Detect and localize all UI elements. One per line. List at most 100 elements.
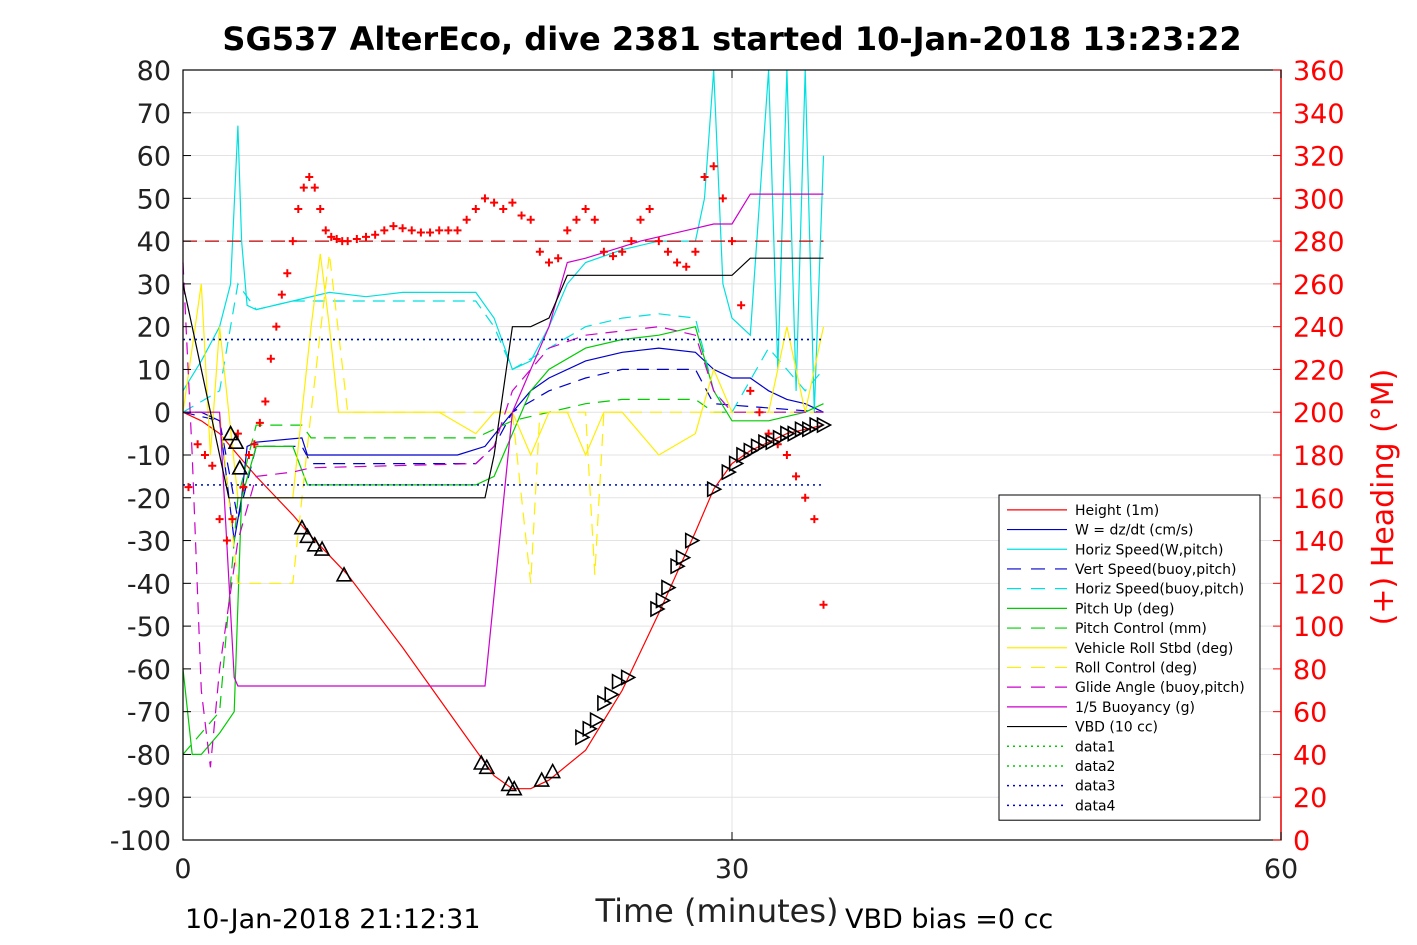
heading-point-16 bbox=[283, 269, 292, 278]
heading-point-32 bbox=[389, 222, 398, 231]
heading-point-43 bbox=[490, 198, 499, 207]
y2-axis-ticks: 3603403203002802602402202001801601401201… bbox=[1273, 56, 1345, 857]
heading-point-53 bbox=[581, 205, 590, 214]
heading-point-69 bbox=[728, 237, 736, 246]
heading-point-60 bbox=[645, 205, 654, 214]
y-tick-label-15: -70 bbox=[127, 698, 171, 729]
heading-point-57 bbox=[618, 247, 627, 256]
x-axis-ticks: 0 30 60 bbox=[174, 70, 1298, 885]
heading-point-71 bbox=[746, 386, 755, 395]
climb-marker-26 bbox=[809, 416, 825, 434]
heading-point-4 bbox=[215, 515, 224, 524]
climb-marker-10 bbox=[670, 557, 686, 575]
climb-marker-5 bbox=[611, 673, 628, 691]
heading-point-76 bbox=[792, 472, 801, 481]
y-tick-label-1: 70 bbox=[137, 99, 171, 130]
heading-point-8 bbox=[239, 483, 248, 492]
heading-point-59 bbox=[636, 215, 645, 224]
legend: Height (1m) W = dz/dt (cm/s) Horiz Speed(W… bbox=[998, 494, 1261, 821]
y2-tick-label-8: 200 bbox=[1293, 398, 1345, 429]
y2-tick-label-16: 40 bbox=[1293, 740, 1327, 771]
heading-point-0 bbox=[184, 483, 193, 492]
legend-label-2: Horiz Speed(W,pitch) bbox=[1075, 542, 1223, 558]
series-line-4 bbox=[182, 282, 824, 414]
heading-point-20 bbox=[305, 172, 314, 181]
heading-point-22 bbox=[316, 205, 325, 214]
y-tick-label-17: -90 bbox=[127, 783, 171, 814]
heading-point-12 bbox=[261, 397, 270, 406]
footer-vbd-bias: VBD bias =0 cc bbox=[845, 904, 1053, 935]
heading-point-1 bbox=[193, 440, 202, 449]
dive-marker-12 bbox=[533, 771, 551, 787]
dive-marker-2 bbox=[231, 459, 249, 475]
heading-point-48 bbox=[535, 247, 544, 256]
heading-point-40 bbox=[462, 215, 471, 224]
heading-point-19 bbox=[299, 183, 308, 192]
climb-marker-17 bbox=[743, 442, 759, 460]
legend-label-8: Roll Control (deg) bbox=[1075, 660, 1197, 676]
y-tick-label-11: -30 bbox=[127, 527, 171, 558]
series-line-3 bbox=[182, 368, 824, 520]
heading-point-10 bbox=[250, 440, 259, 449]
climb-marker-1 bbox=[582, 720, 598, 738]
y2-tick-label-7: 220 bbox=[1293, 355, 1345, 386]
heading-point-18 bbox=[294, 205, 303, 214]
heading-point-9 bbox=[244, 451, 253, 459]
heading-point-36 bbox=[426, 228, 435, 237]
heading-point-11 bbox=[255, 418, 264, 427]
climb-marker-6 bbox=[620, 669, 637, 686]
heading-point-13 bbox=[266, 354, 275, 363]
climb-marker-18 bbox=[750, 438, 767, 455]
dive-marker-1 bbox=[227, 433, 245, 449]
climb-marker-14 bbox=[721, 463, 738, 481]
legend-label-11: VBD (10 cc) bbox=[1075, 720, 1158, 736]
climb-marker-2 bbox=[589, 711, 606, 729]
y-axis-ticks: 80 70 60 50 40 30 20 10 0 -10 -20 -30 -40 -50 -60 -70 -8… bbox=[110, 56, 191, 857]
heading-point-23 bbox=[321, 226, 330, 235]
heading-point-58 bbox=[627, 237, 636, 246]
heading-point-46 bbox=[517, 211, 526, 220]
climb-marker-4 bbox=[604, 686, 620, 703]
heading-point-33 bbox=[398, 224, 407, 233]
y-tick-label-6: 20 bbox=[137, 313, 171, 344]
heading-point-31 bbox=[380, 226, 389, 235]
heading-point-27 bbox=[343, 237, 352, 246]
legend-label-4: Horiz Speed(buoy,pitch) bbox=[1075, 582, 1244, 598]
heading-point-70 bbox=[737, 301, 746, 310]
y2-tick-label-11: 140 bbox=[1293, 527, 1345, 558]
y-tick-label-10: -20 bbox=[127, 484, 171, 515]
heading-point-49 bbox=[545, 258, 553, 267]
y-tick-label-4: 40 bbox=[137, 227, 171, 258]
heading-point-64 bbox=[682, 262, 691, 271]
y2-tick-label-2: 320 bbox=[1293, 142, 1345, 173]
dive-marker-6 bbox=[313, 540, 331, 556]
x-axis-label: Time (minutes) bbox=[595, 892, 839, 930]
heading-point-2 bbox=[200, 451, 209, 459]
series-line-5 bbox=[182, 325, 824, 756]
y2-tick-label-4: 280 bbox=[1293, 227, 1345, 258]
x-tick-label-0: 0 bbox=[174, 854, 191, 885]
heading-point-55 bbox=[599, 247, 608, 256]
dive-marker-0 bbox=[222, 424, 239, 441]
heading-point-21 bbox=[310, 183, 319, 192]
y-tick-label-14: -60 bbox=[127, 655, 171, 686]
heading-point-78 bbox=[810, 515, 819, 524]
dive-marker-4 bbox=[299, 527, 316, 544]
heading-point-39 bbox=[453, 226, 462, 235]
climb-marker-9 bbox=[661, 579, 677, 596]
heading-point-5 bbox=[222, 536, 231, 545]
y2-tick-label-9: 180 bbox=[1293, 441, 1345, 472]
heading-point-15 bbox=[277, 290, 286, 299]
heading-point-51 bbox=[563, 226, 572, 235]
legend-label-0: Height (1m) bbox=[1075, 503, 1159, 519]
heading-point-79 bbox=[819, 600, 828, 609]
heading-point-45 bbox=[508, 198, 517, 207]
y2-tick-label-15: 60 bbox=[1293, 698, 1327, 729]
climb-marker-12 bbox=[684, 532, 701, 549]
heading-point-28 bbox=[352, 234, 361, 243]
heading-point-47 bbox=[526, 215, 535, 224]
legend-label-13: data2 bbox=[1075, 759, 1115, 775]
legend-label-1: W = dz/dt (cm/s) bbox=[1075, 523, 1194, 539]
heading-point-67 bbox=[709, 162, 718, 171]
climb-marker-19 bbox=[758, 433, 774, 451]
